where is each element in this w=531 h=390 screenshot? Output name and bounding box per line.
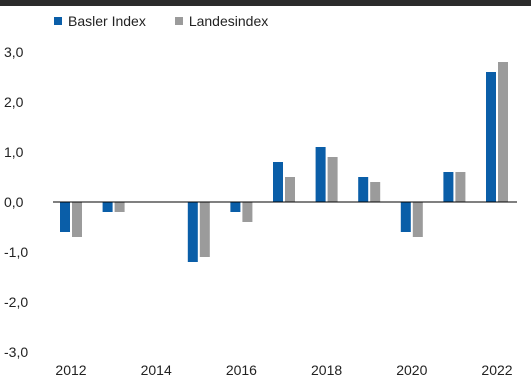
y-tick-label: -1,0 — [4, 244, 28, 260]
bar-landesindex-2018 — [327, 157, 338, 202]
y-tick-label: -2,0 — [4, 294, 28, 310]
bar-basler-2012 — [60, 202, 70, 232]
bar-landesindex-2020 — [412, 202, 423, 237]
bar-basler-2015 — [187, 202, 198, 262]
bar-basler-2018 — [315, 147, 326, 202]
y-tick-label: 3,0 — [4, 44, 24, 60]
bar-landesindex-2012 — [72, 202, 82, 237]
y-tick-label: 2,0 — [4, 94, 24, 110]
x-tick-label: 2016 — [226, 362, 257, 378]
bar-basler-2022 — [486, 72, 496, 202]
x-tick-label: 2018 — [311, 362, 342, 378]
top-rule — [0, 0, 531, 6]
bar-landesindex-2022 — [498, 62, 508, 202]
bar-basler-2019 — [358, 177, 369, 202]
legend-item-landesindex: Landesindex — [174, 13, 269, 29]
x-tick-label: 2014 — [141, 362, 172, 378]
x-tick-label: 2020 — [396, 362, 427, 378]
bar-basler-2016 — [230, 202, 241, 212]
bar-landesindex-2017 — [285, 177, 295, 202]
x-tick-label: 2012 — [55, 362, 86, 378]
x-tick-label: 2022 — [481, 362, 512, 378]
legend-swatch-basler — [54, 17, 62, 25]
bar-basler-2021 — [443, 172, 454, 202]
legend-label-landesindex: Landesindex — [188, 13, 269, 29]
bar-landesindex-2015 — [199, 202, 210, 257]
bar-landesindex-2021 — [455, 172, 466, 202]
legend-item-basler: Basler Index — [54, 13, 146, 29]
bar-landesindex-2016 — [242, 202, 253, 222]
y-tick-label: 0,0 — [4, 194, 24, 210]
bar-basler-2020 — [400, 202, 411, 232]
bar-landesindex-2019 — [370, 182, 381, 202]
legend-swatch-landesindex — [174, 17, 183, 25]
bar-landesindex-2013 — [114, 202, 125, 212]
bar-basler-2013 — [102, 202, 113, 212]
y-tick-label: 1,0 — [4, 144, 24, 160]
bar-basler-2017 — [273, 162, 283, 202]
legend: Basler Index Landesindex — [54, 13, 297, 29]
y-tick-label: -3,0 — [4, 344, 28, 360]
legend-label-basler: Basler Index — [68, 13, 146, 29]
